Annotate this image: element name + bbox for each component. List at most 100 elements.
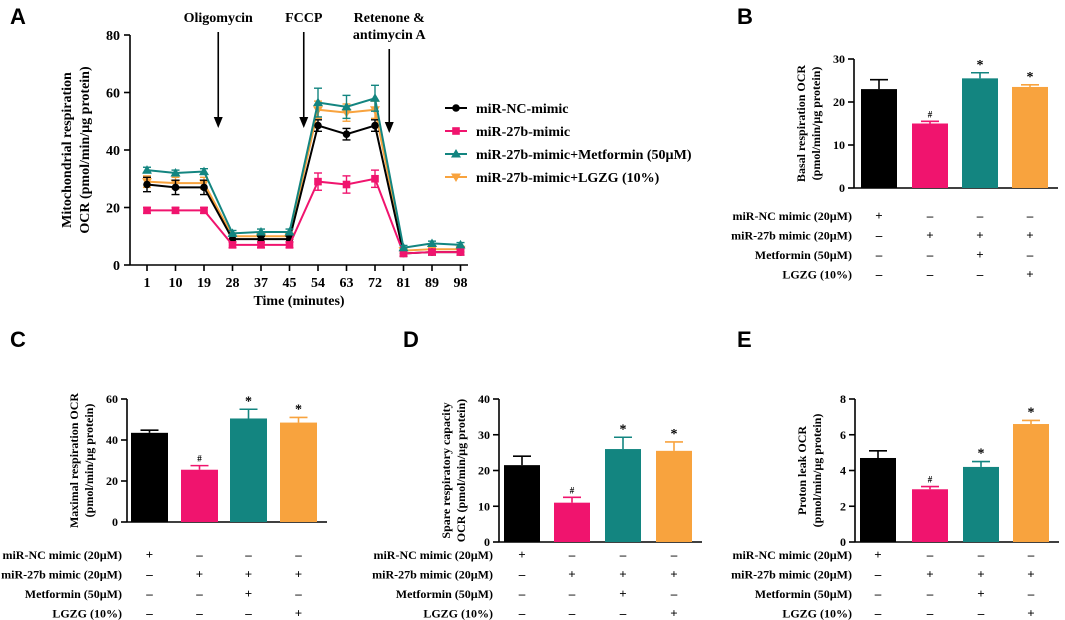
bar xyxy=(504,465,540,542)
treatment-label: miR-NC mimic (20µM) xyxy=(373,548,493,562)
y-axis-label-line: (pmol/min/µg protein) xyxy=(82,404,96,518)
significance-mark: # xyxy=(928,475,933,485)
treatment-sign: + xyxy=(926,567,933,582)
treatment-sign: + xyxy=(568,567,575,582)
panel-letter-d: D xyxy=(403,327,419,352)
x-tick-label: 89 xyxy=(425,276,439,291)
treatment-sign: – xyxy=(976,208,984,223)
significance-mark: * xyxy=(671,427,678,442)
panel-e-bar-chart: E 0 2 4 6 8 Proton leak OCR(pmol/min/µg prote… xyxy=(731,327,1059,620)
treatment-sign: – xyxy=(619,547,627,562)
bar xyxy=(280,422,317,522)
y-tick-label: 40 xyxy=(478,392,490,406)
y-tick-label: 4 xyxy=(840,464,846,478)
treatment-label: miR-27b mimic (20µM) xyxy=(731,229,852,243)
treatment-sign: – xyxy=(145,586,153,601)
treatment-label: Metformin (50µM) xyxy=(396,587,493,601)
panel-c-bar-chart: C 0 20 40 60 Maximal respiration OCR(pmol/mi… xyxy=(1,327,327,620)
treatment-sign: – xyxy=(875,247,883,262)
y-axis-label-line: (pmol/min/µg protein) xyxy=(810,414,824,528)
treatment-sign: – xyxy=(926,247,934,262)
panel-b-bar-chart: B 0 10 20 30 Basal respiration OCR(pmol/min/… xyxy=(731,4,1058,282)
treatment-sign: – xyxy=(874,586,882,601)
y-tick-label: 20 xyxy=(833,95,845,109)
panel-d-bar-chart: D 0 10 20 30 40 Spare respiratory capacityOCR… xyxy=(372,327,702,620)
y-tick-label: 30 xyxy=(478,428,490,442)
treatment-sign: – xyxy=(568,547,576,562)
x-tick-label: 19 xyxy=(197,276,211,291)
data-point xyxy=(314,177,322,186)
data-point xyxy=(371,174,379,183)
annotation-label: Retenone & xyxy=(354,11,425,26)
y-tick-label: 0 xyxy=(839,181,845,195)
bar xyxy=(230,418,267,522)
treatment-sign: + xyxy=(619,567,626,582)
bar xyxy=(656,450,692,542)
significance-mark: * xyxy=(978,447,985,462)
data-point xyxy=(228,241,237,249)
legend-entry: miR-NC-mimic xyxy=(476,102,569,117)
significance-mark: # xyxy=(928,109,933,119)
treatment-label: LGZG (10%) xyxy=(423,607,493,620)
treatment-label: miR-27b mimic (20µM) xyxy=(1,568,122,582)
treatment-sign: + xyxy=(1027,567,1034,582)
y-tick-label: 0 xyxy=(112,515,118,529)
treatment-sign: + xyxy=(875,208,882,223)
treatment-label: Metformin (50µM) xyxy=(755,587,852,601)
treatment-sign: – xyxy=(294,547,302,562)
treatment-sign: – xyxy=(1027,547,1035,562)
data-point xyxy=(284,226,295,236)
y-axis-label-line: Spare respiratory capacity xyxy=(439,402,453,538)
treatment-sign: – xyxy=(926,547,934,562)
treatment-sign: – xyxy=(294,586,302,601)
bar xyxy=(605,449,641,542)
treatment-label: Metformin (50µM) xyxy=(755,248,852,262)
y-tick-label: 60 xyxy=(106,392,118,406)
legend-marker xyxy=(452,127,460,135)
x-tick-label: 63 xyxy=(340,276,354,291)
legend-entry: miR-27b-mimic+LGZG (10%) xyxy=(476,171,660,186)
bar xyxy=(1013,424,1049,542)
bar xyxy=(181,469,218,522)
treatment-label: miR-NC mimic (20µM) xyxy=(2,548,122,562)
y-tick-label: 0 xyxy=(484,535,490,549)
x-tick-label: 72 xyxy=(368,276,382,291)
legend-marker xyxy=(452,104,460,112)
treatment-sign: – xyxy=(670,547,678,562)
y-axis-label-line: Maximal respiration OCR xyxy=(67,393,81,528)
treatment-sign: + xyxy=(295,567,302,582)
y-tick-label: 0 xyxy=(113,259,120,274)
y-axis-label: Maximal respiration OCR(pmol/min/µg prot… xyxy=(67,393,96,528)
data-point xyxy=(143,180,151,189)
treatment-sign: + xyxy=(670,567,677,582)
bar xyxy=(861,89,897,188)
x-tick-label: 28 xyxy=(226,276,240,291)
treatment-sign: – xyxy=(195,586,203,601)
treatment-sign: + xyxy=(976,247,983,262)
data-point xyxy=(370,93,380,102)
treatment-sign: – xyxy=(977,606,985,620)
treatment-sign: – xyxy=(926,267,934,282)
bar xyxy=(1012,86,1048,188)
treatment-sign: – xyxy=(1027,586,1035,601)
bar xyxy=(912,123,948,188)
data-point xyxy=(371,121,379,130)
bar xyxy=(963,466,999,542)
panel-a-line-chart: A 0 20 40 60 80 1 10 19 28 37 45 54 63 72 81 89 98 Time (… xyxy=(10,4,692,309)
y-axis-label-line: Basal respiration OCR xyxy=(794,65,808,182)
treatment-sign: – xyxy=(145,567,153,582)
treatment-sign: – xyxy=(568,606,576,620)
data-point xyxy=(200,206,208,215)
treatment-sign: – xyxy=(926,586,934,601)
treatment-sign: – xyxy=(926,208,934,223)
treatment-sign: + xyxy=(976,228,983,243)
y-axis-label-line: OCR (pmol/min/µg protein) xyxy=(78,66,93,234)
series-line xyxy=(147,177,461,255)
y-tick-label: 40 xyxy=(106,433,118,447)
treatment-label: LGZG (10%) xyxy=(782,268,852,282)
y-axis-label: Basal respiration OCR(pmol/min/µg protei… xyxy=(794,65,823,182)
y-tick-label: 60 xyxy=(106,87,120,102)
treatment-label: miR-27b mimic (20µM) xyxy=(372,568,493,582)
series-line xyxy=(146,96,461,249)
data-point xyxy=(170,168,181,177)
